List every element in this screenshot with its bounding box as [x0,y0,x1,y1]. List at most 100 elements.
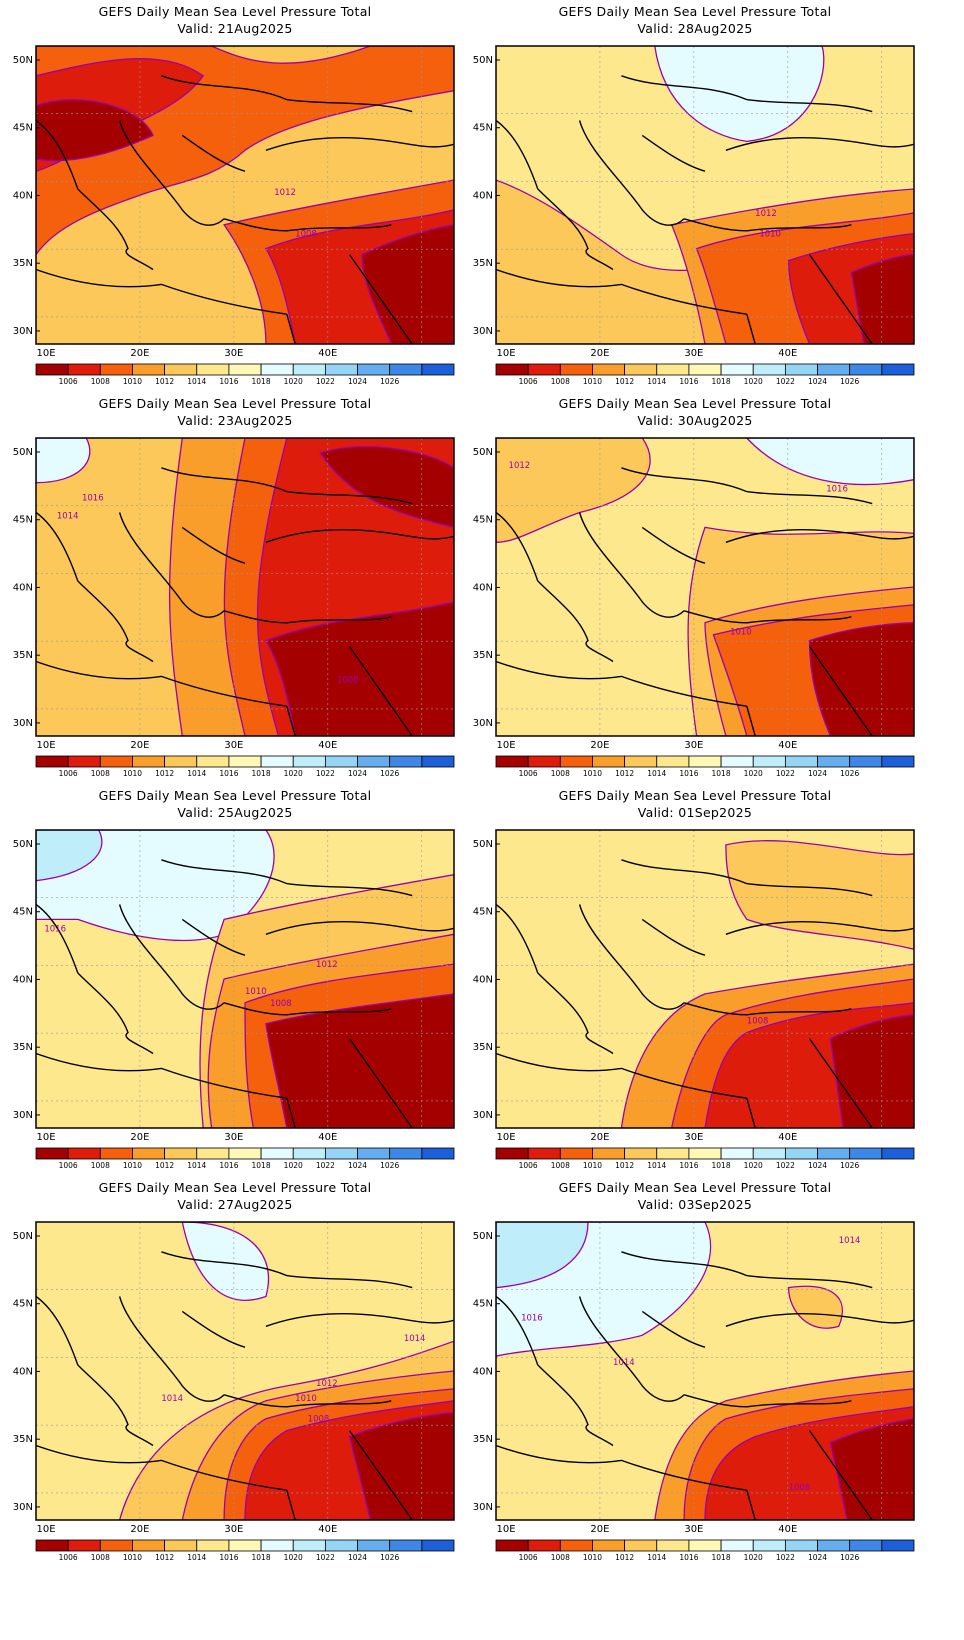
colorbar-swatch [357,1539,391,1552]
colorbar-label: 1018 [712,1553,731,1562]
colorbar-swatch [752,1539,786,1552]
pressure-contour-region [787,1285,844,1329]
colorbar-label: 1026 [840,769,859,778]
coastline [725,136,914,151]
colorbar-label: 1014 [187,377,206,386]
colorbar-label: 1010 [583,377,602,386]
coastline [265,920,454,935]
lat-tick-label: 50N [13,55,33,66]
colorbar-label: 1024 [808,1161,827,1170]
colorbar-swatch [784,755,818,768]
colorbar-label: 1018 [252,1161,271,1170]
coastline [265,1312,454,1327]
colorbar-swatch [495,363,529,376]
coastline [725,1312,914,1327]
colorbar-swatch [656,363,690,376]
lat-tick-label: 50N [13,839,33,850]
coastline [77,580,154,663]
coastline [348,646,413,736]
contour-label: 1016 [44,924,66,934]
map-panel: GEFS Daily Mean Sea Level Pressure Total… [460,1176,930,1576]
colorbar-label: 1010 [123,1161,142,1170]
colorbar-swatch [389,755,423,768]
colorbar-swatch [624,755,658,768]
coastline [161,75,413,113]
colorbar-swatch [324,363,358,376]
colorbar-swatch [67,1539,101,1552]
colorbar-swatch [357,1147,391,1160]
coastline [496,268,747,315]
colorbar-label: 1020 [284,1553,303,1562]
colorbar-swatch [35,755,69,768]
coastline [223,610,392,624]
colorbar-swatch [559,363,593,376]
lon-tick-label: 20E [590,1524,609,1535]
coastline [348,1038,413,1128]
colorbar-label: 1010 [123,1553,142,1562]
coastline [348,254,413,344]
colorbar-swatch [656,1539,690,1552]
map-panel: GEFS Daily Mean Sea Level Pressure Total… [0,392,470,792]
panel-title: GEFS Daily Mean Sea Level Pressure Total [98,396,372,411]
lon-tick-label: 10E [36,740,55,751]
coastline [537,188,614,271]
lat-tick-label: 30N [473,718,493,729]
lon-tick-label: 40E [318,348,337,359]
colorbar-swatch [292,363,326,376]
coastline [286,314,296,344]
colorbar-label: 1026 [840,1553,859,1562]
colorbar-swatch [527,363,561,376]
coastline [808,254,873,344]
colorbar-label: 1022 [316,769,335,778]
contour-label: 1016 [521,1313,543,1323]
colorbar-label: 1016 [679,1161,698,1170]
colorbar-swatch [421,1539,455,1552]
lat-tick-label: 35N [473,1434,493,1445]
map-panel: GEFS Daily Mean Sea Level Pressure Total… [0,1176,470,1576]
colorbar-label: 1016 [219,377,238,386]
panel-valid-date: Valid: 23Aug2025 [177,413,293,428]
colorbar-swatch [389,1147,423,1160]
colorbar-swatch [228,1539,262,1552]
colorbar-label: 1006 [59,377,78,386]
colorbar-swatch [67,755,101,768]
lon-tick-label: 20E [130,1524,149,1535]
coastline [181,1310,246,1348]
coastline [641,526,706,564]
colorbar-swatch [99,363,133,376]
colorbar-swatch [720,363,754,376]
panel-valid-date: Valid: 21Aug2025 [177,21,293,36]
colorbar-swatch [559,1147,593,1160]
colorbar-swatch [421,363,455,376]
pressure-contour-region [361,224,454,344]
colorbar-swatch [881,363,915,376]
colorbar-swatch [196,1147,230,1160]
colorbar-label: 1016 [679,769,698,778]
colorbar-swatch [720,1539,754,1552]
colorbar-label: 1018 [712,769,731,778]
colorbar-label: 1024 [348,377,367,386]
colorbar-swatch [421,755,455,768]
contour-label: 1008 [337,675,359,685]
panel-valid-date: Valid: 30Aug2025 [637,413,753,428]
colorbar-label: 1010 [583,769,602,778]
colorbar-label: 1024 [808,1553,827,1562]
colorbar-swatch [656,1147,690,1160]
contour-label: 1014 [404,1334,426,1344]
lat-tick-label: 35N [13,650,33,661]
colorbar-label: 1014 [647,1161,666,1170]
colorbar-swatch [357,755,391,768]
coastline [641,134,706,172]
contour-label: 1016 [826,485,848,495]
colorbar-label: 1008 [551,1553,570,1562]
lon-tick-label: 10E [496,1132,515,1143]
lat-tick-label: 40N [473,190,493,201]
coastline [286,706,296,736]
colorbar-swatch [132,1147,166,1160]
colorbar-swatch [849,755,883,768]
colorbar-swatch [784,363,818,376]
colorbar-label: 1014 [187,1161,206,1170]
